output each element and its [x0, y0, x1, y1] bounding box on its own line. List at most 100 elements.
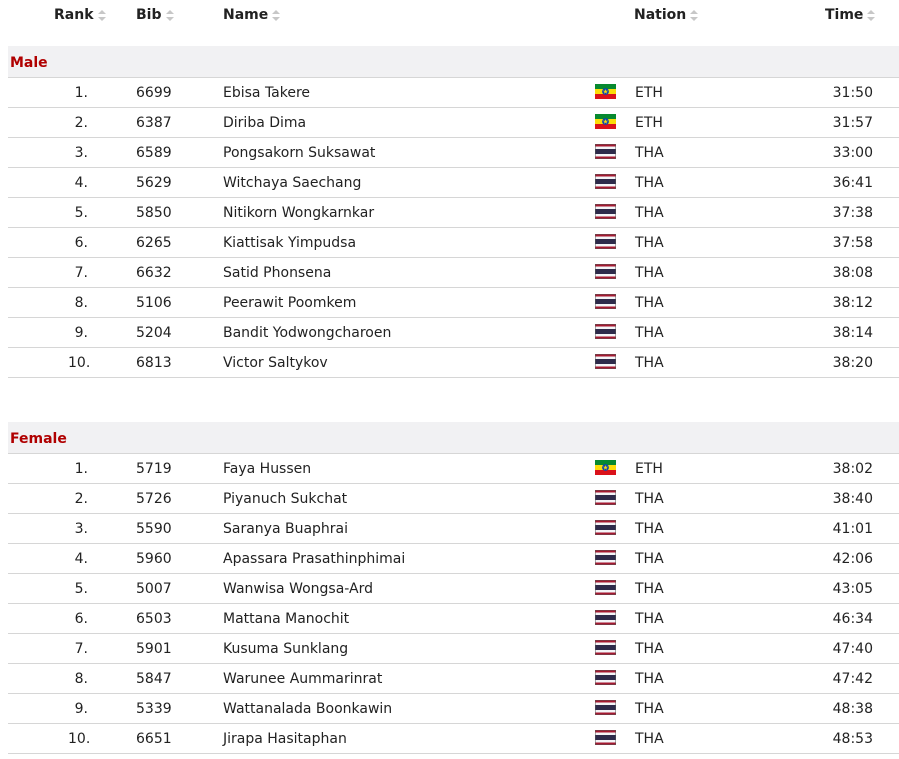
athlete-name-link[interactable]: Diriba Dima [223, 115, 307, 131]
athlete-name-link[interactable]: Faya Hussen [223, 461, 312, 477]
bib-cell: 5719 [136, 461, 172, 477]
table-row[interactable]: 4. 5629 Witchaya Saechang THA 36:41 [8, 168, 899, 198]
tha-flag-icon [595, 174, 616, 189]
column-header-label: Bib [136, 7, 162, 23]
rank-cell: 3. [74, 521, 88, 537]
sort-icon [272, 9, 281, 21]
table-row[interactable]: 8. 5847 Warunee Aummarinrat THA 47:42 [8, 664, 899, 694]
athlete-name-link[interactable]: Kiattisak Yimpudsa [223, 235, 357, 251]
athlete-name-link[interactable]: Mattana Manochit [223, 611, 350, 627]
table-row[interactable]: 9. 5204 Bandit Yodwongcharoen THA 38:14 [8, 318, 899, 348]
rank-cell: 8. [74, 295, 88, 311]
nation-cell: THA [635, 641, 664, 657]
table-row[interactable]: 9. 5339 Wattanalada Boonkawin THA 48:38 [8, 694, 899, 724]
time-cell: 33:00 [832, 145, 873, 161]
bib-cell: 6265 [136, 235, 172, 251]
tha-flag-icon [595, 580, 616, 595]
athlete-name-link[interactable]: Piyanuch Sukchat [223, 491, 348, 507]
nation-cell: THA [635, 731, 664, 747]
table-row[interactable]: 1. 5719 Faya Hussen ETH 38:02 [8, 454, 899, 484]
table-row[interactable]: 10. 6813 Victor Saltykov THA 38:20 [8, 348, 899, 378]
athlete-name-link[interactable]: Warunee Aummarinrat [223, 671, 383, 687]
nation-cell: THA [635, 235, 664, 251]
table-header: Rank Bib Name Nation Time [8, 0, 899, 30]
results-list: 1. 6699 Ebisa Takere ETH 31:50 2. 6387 Diriba D… [8, 78, 899, 378]
table-row[interactable]: 3. 5590 Saranya Buaphrai THA 41:01 [8, 514, 899, 544]
column-header-time[interactable]: Time [825, 7, 876, 23]
table-row[interactable]: 3. 6589 Pongsakorn Suksawat THA 33:00 [8, 138, 899, 168]
column-header-bib[interactable]: Bib [136, 7, 174, 23]
time-cell: 38:02 [832, 461, 873, 477]
athlete-name-link[interactable]: Witchaya Saechang [223, 175, 362, 191]
nation-cell: ETH [635, 461, 663, 477]
time-cell: 38:40 [832, 491, 873, 507]
time-cell: 31:57 [832, 115, 873, 131]
table-row[interactable]: 7. 6632 Satid Phonsena THA 38:08 [8, 258, 899, 288]
time-cell: 48:38 [832, 701, 873, 717]
table-row[interactable]: 6. 6265 Kiattisak Yimpudsa THA 37:58 [8, 228, 899, 258]
tha-flag-icon [595, 550, 616, 565]
table-row[interactable]: 4. 5960 Apassara Prasathinphimai THA 42:06 [8, 544, 899, 574]
rank-cell: 9. [74, 701, 88, 717]
tha-flag-icon [595, 354, 616, 369]
eth-flag-icon [595, 460, 616, 475]
athlete-name-link[interactable]: Peerawit Poomkem [223, 295, 357, 311]
column-header-name[interactable]: Name [223, 7, 281, 23]
athlete-name-link[interactable]: Wanwisa Wongsa-Ard [223, 581, 374, 597]
nation-cell: THA [635, 521, 664, 537]
table-row[interactable]: 7. 5901 Kusuma Sunklang THA 47:40 [8, 634, 899, 664]
bib-cell: 6589 [136, 145, 172, 161]
tha-flag-icon [595, 264, 616, 279]
section-header: Male [8, 46, 899, 78]
athlete-name-link[interactable]: Ebisa Takere [223, 85, 311, 101]
table-row[interactable]: 8. 5106 Peerawit Poomkem THA 38:12 [8, 288, 899, 318]
tha-flag-icon [595, 234, 616, 249]
table-row[interactable]: 6. 6503 Mattana Manochit THA 46:34 [8, 604, 899, 634]
results-list: 1. 5719 Faya Hussen ETH 38:02 2. 5726 Piyanuch … [8, 454, 899, 754]
time-cell: 37:58 [832, 235, 873, 251]
section-header: Female [8, 422, 899, 454]
athlete-name-link[interactable]: Jirapa Hasitaphan [223, 731, 347, 747]
section-female: Female 1. 5719 Faya Hussen ETH 38:02 2. 5726 Pi… [8, 422, 899, 754]
table-row[interactable]: 5. 5850 Nitikorn Wongkarnkar THA 37:38 [8, 198, 899, 228]
table-row[interactable]: 2. 5726 Piyanuch Sukchat THA 38:40 [8, 484, 899, 514]
time-cell: 37:38 [832, 205, 873, 221]
eth-flag-icon [595, 114, 616, 129]
athlete-name-link[interactable]: Victor Saltykov [223, 355, 328, 371]
bib-cell: 5850 [136, 205, 172, 221]
column-header-rank[interactable]: Rank [54, 7, 106, 23]
sort-icon [165, 9, 174, 21]
time-cell: 46:34 [832, 611, 873, 627]
time-cell: 47:40 [832, 641, 873, 657]
nation-cell: THA [635, 205, 664, 221]
athlete-name-link[interactable]: Saranya Buaphrai [223, 521, 349, 537]
nation-cell: THA [635, 611, 664, 627]
time-cell: 42:06 [832, 551, 873, 567]
bib-cell: 5590 [136, 521, 172, 537]
nation-cell: THA [635, 701, 664, 717]
time-cell: 38:14 [832, 325, 873, 341]
bib-cell: 6651 [136, 731, 172, 747]
athlete-name-link[interactable]: Apassara Prasathinphimai [223, 551, 406, 567]
tha-flag-icon [595, 670, 616, 685]
athlete-name-link[interactable]: Pongsakorn Suksawat [223, 145, 376, 161]
bib-cell: 6387 [136, 115, 172, 131]
athlete-name-link[interactable]: Wattanalada Boonkawin [223, 701, 393, 717]
table-row[interactable]: 5. 5007 Wanwisa Wongsa-Ard THA 43:05 [8, 574, 899, 604]
athlete-name-link[interactable]: Nitikorn Wongkarnkar [223, 205, 375, 221]
table-row[interactable]: 2. 6387 Diriba Dima ETH 31:57 [8, 108, 899, 138]
time-cell: 36:41 [832, 175, 873, 191]
bib-cell: 5106 [136, 295, 172, 311]
table-row[interactable]: 1. 6699 Ebisa Takere ETH 31:50 [8, 78, 899, 108]
athlete-name-link[interactable]: Bandit Yodwongcharoen [223, 325, 392, 341]
rank-cell: 7. [74, 641, 88, 657]
table-row[interactable]: 10. 6651 Jirapa Hasitaphan THA 48:53 [8, 724, 899, 754]
nation-cell: THA [635, 581, 664, 597]
column-header-nation[interactable]: Nation [634, 7, 699, 23]
time-cell: 43:05 [832, 581, 873, 597]
time-cell: 47:42 [832, 671, 873, 687]
athlete-name-link[interactable]: Kusuma Sunklang [223, 641, 349, 657]
athlete-name-link[interactable]: Satid Phonsena [223, 265, 332, 281]
rank-cell: 2. [74, 115, 88, 131]
tha-flag-icon [595, 730, 616, 745]
